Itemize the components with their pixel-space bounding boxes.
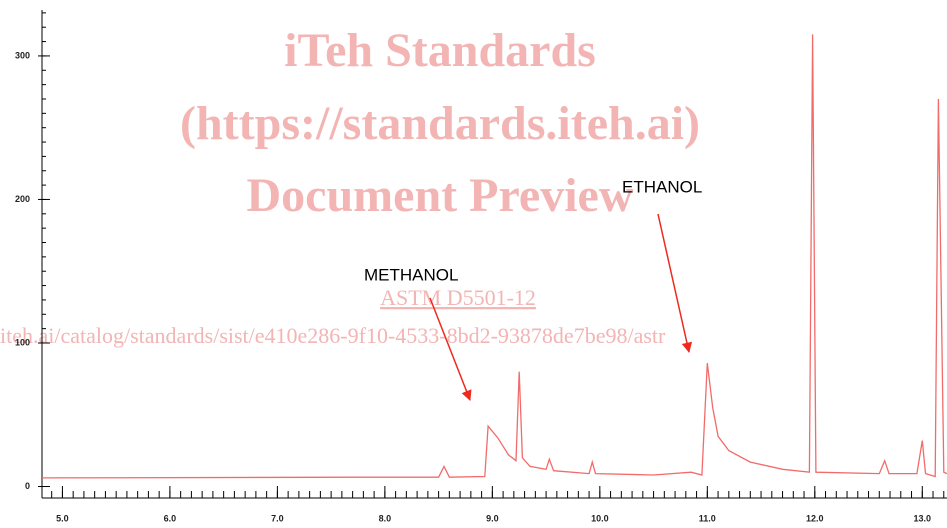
annotation: ETHANOL — [622, 177, 702, 196]
watermark-line: Document Preview — [247, 169, 634, 222]
x-tick-label: 11.0 — [699, 513, 716, 523]
y-tick-label: 200 — [15, 194, 30, 204]
watermark-line: (https://standards.iteh.ai) — [180, 97, 700, 150]
x-tick-label: 12.0 — [806, 513, 824, 523]
y-tick-label: 100 — [15, 337, 30, 347]
watermark-document: ASTM D5501-12 — [380, 285, 536, 310]
y-tick-label: 0 — [25, 481, 30, 491]
chromatogram-line — [41, 34, 947, 479]
x-tick-label: 8.0 — [379, 513, 392, 523]
watermark-url: iteh.ai/catalog/standards/sist/e410e286-… — [0, 323, 666, 348]
annotation: METHANOL — [364, 265, 458, 284]
x-tick-label: 13.0 — [914, 513, 932, 523]
x-tick-label: 6.0 — [164, 513, 177, 523]
x-tick-label: 5.0 — [56, 513, 69, 523]
arrow — [657, 213, 693, 354]
x-tick-label: 9.0 — [486, 513, 499, 523]
arrow — [429, 297, 472, 401]
watermark-line: iTeh Standards — [284, 24, 596, 77]
x-tick-label: 7.0 — [271, 513, 284, 523]
y-tick-label: 300 — [15, 50, 30, 60]
watermark: iTeh Standards (https://standards.iteh.a… — [0, 24, 700, 348]
x-tick-label: 10.0 — [591, 513, 609, 523]
